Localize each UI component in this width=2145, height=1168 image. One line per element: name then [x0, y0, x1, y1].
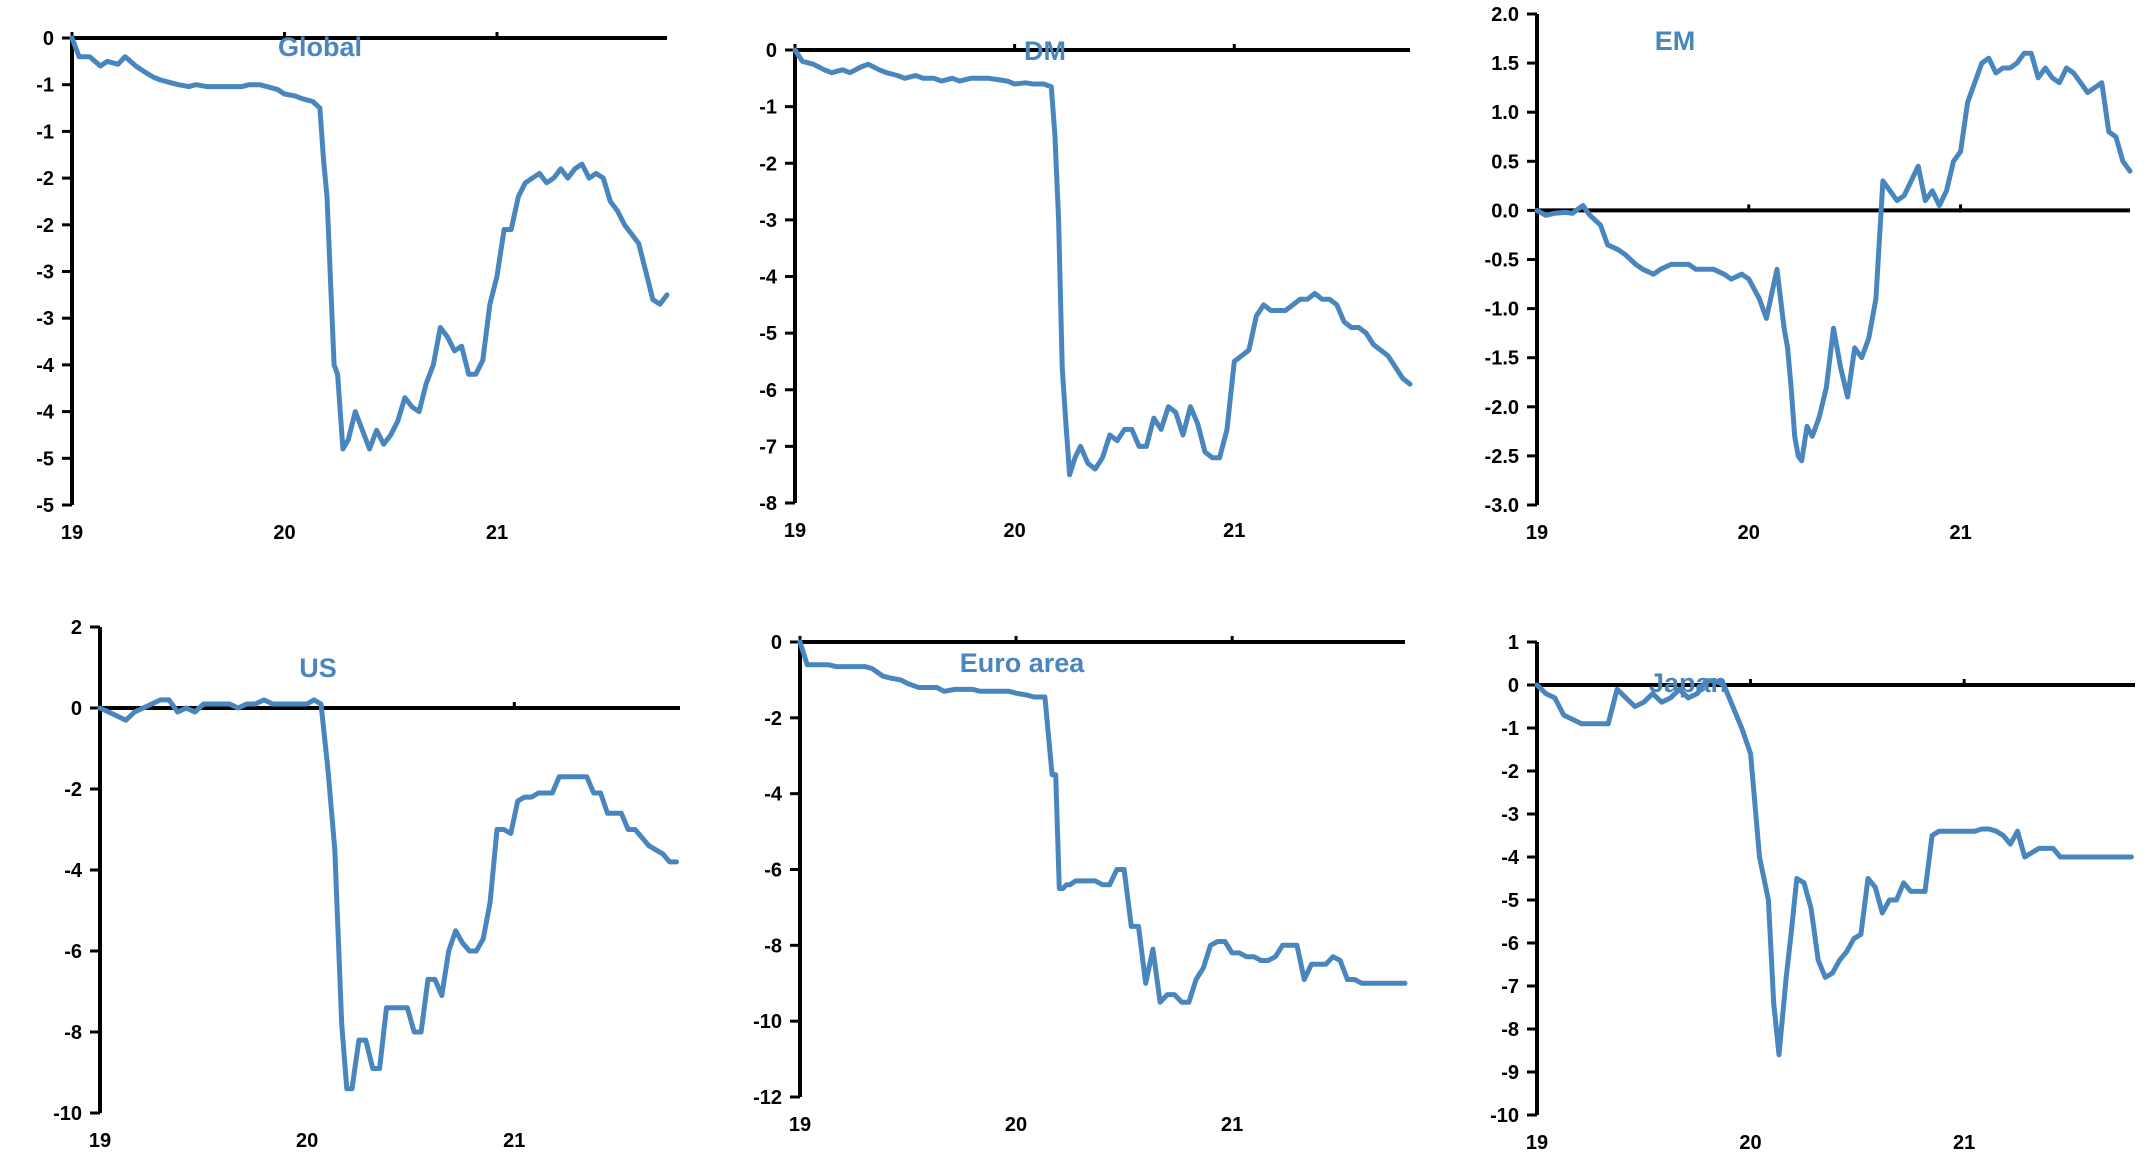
y-tick-label: -4: [1501, 847, 1520, 869]
series-line: [69, 35, 670, 452]
x-tick-label: 21: [1221, 1114, 1243, 1136]
y-tick-label: 0: [43, 28, 54, 50]
y-tick-label: -4: [764, 784, 783, 806]
series-line: [97, 697, 679, 1092]
x-tick-label: 19: [789, 1114, 811, 1136]
y-tick-label: -10: [53, 1103, 82, 1125]
x-tick-label: 20: [1738, 522, 1760, 544]
y-tick-label: -12: [753, 1087, 782, 1109]
chart-panel-6: 1 0 -1 -2 -3 -4 -5 -6 -7 -8 -9 -10 19 20 21 Japan: [1490, 632, 2135, 1154]
y-tick-label: -1: [36, 121, 54, 143]
x-tick-label: 19: [89, 1130, 111, 1152]
x-tick-label: 21: [503, 1130, 525, 1152]
x-tick-label: 21: [1953, 1132, 1975, 1154]
y-tick-label: 1.0: [1491, 102, 1519, 124]
panel-title: DM: [1024, 36, 1066, 66]
y-tick-label: -1: [1501, 718, 1519, 740]
y-tick-label: -1.5: [1485, 348, 1519, 370]
y-tick-label: -1.0: [1485, 299, 1519, 321]
y-tick-label: -8: [764, 935, 782, 957]
x-tick-label: 20: [273, 522, 295, 544]
y-tick-label: -7: [759, 436, 777, 458]
y-tick-label: 0.5: [1491, 151, 1519, 173]
y-tick-label: -5: [36, 448, 54, 470]
panel-title: Global: [278, 32, 362, 62]
x-tick-label: 19: [784, 520, 806, 542]
y-tick-label: 1: [1508, 632, 1519, 654]
y-tick-label: -2: [36, 168, 54, 190]
y-tick-label: -10: [1490, 1105, 1519, 1127]
y-tick-label: -6: [764, 860, 782, 882]
panel-title: Euro area: [960, 648, 1086, 678]
y-tick-label: -2: [759, 153, 777, 175]
x-tick-label: 20: [296, 1130, 318, 1152]
y-tick-label: -1: [36, 75, 54, 97]
y-tick-label: -3: [1501, 804, 1519, 826]
y-tick-label: -2: [64, 779, 82, 801]
panel-title: US: [299, 653, 337, 683]
chart-panel-3: 2.0 1.5 1.0 0.5 0.0 -0.5 -1.0 -1.5 -2.0 -2.5 -3.0 1…: [1485, 4, 2133, 544]
y-tick-label: -2.5: [1485, 446, 1519, 468]
y-tick-label: -3: [36, 262, 54, 284]
y-tick-label: -4: [36, 402, 55, 424]
y-tick-label: -3.0: [1485, 495, 1519, 517]
series-line: [797, 639, 1408, 1005]
y-tick-label: -4: [759, 267, 778, 289]
y-tick-label: -8: [1501, 1019, 1519, 1041]
x-tick-label: 19: [61, 522, 83, 544]
y-tick-label: 0: [771, 632, 782, 654]
x-tick-label: 20: [1003, 520, 1025, 542]
panel-title: EM: [1655, 26, 1696, 56]
y-tick-label: -3: [759, 210, 777, 232]
chart-panel-2: 0 -1 -2 -3 -4 -5 -6 -7 -8 19 20 21 DM: [759, 36, 1413, 542]
y-tick-label: -6: [64, 941, 82, 963]
y-tick-label: -10: [753, 1011, 782, 1033]
y-tick-label: 0: [766, 40, 777, 62]
y-tick-label: 0.0: [1491, 200, 1519, 222]
y-tick-label: -4: [64, 860, 83, 882]
y-tick-label: 0: [71, 698, 82, 720]
y-tick-label: -6: [1501, 933, 1519, 955]
series-line: [1534, 678, 2134, 1058]
x-tick-label: 21: [1223, 520, 1245, 542]
panel-title: Japan: [1649, 668, 1727, 698]
y-tick-label: -3: [36, 308, 54, 330]
y-tick-label: -2: [1501, 761, 1519, 783]
chart-panel-1: 0 -1 -1 -2 -2 -3 -3 -4 -4 -5 -5 19 20 21 Global: [36, 28, 670, 544]
x-tick-label: 19: [1526, 522, 1548, 544]
y-tick-label: -0.5: [1485, 250, 1519, 272]
y-tick-label: -5: [759, 323, 777, 345]
series-line: [792, 47, 1413, 478]
y-tick-label: -6: [759, 380, 777, 402]
y-tick-label: -5: [36, 495, 54, 517]
y-tick-label: -1: [759, 97, 777, 119]
x-tick-label: 20: [1739, 1132, 1761, 1154]
y-tick-label: -2: [36, 215, 54, 237]
series-line: [1534, 50, 2133, 464]
y-tick-label: 2.0: [1491, 4, 1519, 26]
x-tick-label: 20: [1005, 1114, 1027, 1136]
x-tick-label: 21: [486, 522, 508, 544]
chart-panel-5: 0 -2 -4 -6 -8 -10 -12 19 20 21 Euro area: [753, 632, 1408, 1136]
y-tick-label: -5: [1501, 890, 1519, 912]
y-tick-label: 0: [1508, 675, 1519, 697]
y-tick-label: -8: [64, 1022, 82, 1044]
y-tick-label: -4: [36, 355, 55, 377]
x-tick-label: 19: [1526, 1132, 1548, 1154]
y-tick-label: -9: [1501, 1062, 1519, 1084]
y-tick-label: -8: [759, 493, 777, 515]
y-tick-label: 2: [71, 617, 82, 639]
x-tick-label: 21: [1949, 522, 1971, 544]
y-tick-label: -2: [764, 708, 782, 730]
y-tick-label: -7: [1501, 976, 1519, 998]
y-tick-label: -2.0: [1485, 397, 1519, 419]
y-tick-label: 1.5: [1491, 53, 1519, 75]
